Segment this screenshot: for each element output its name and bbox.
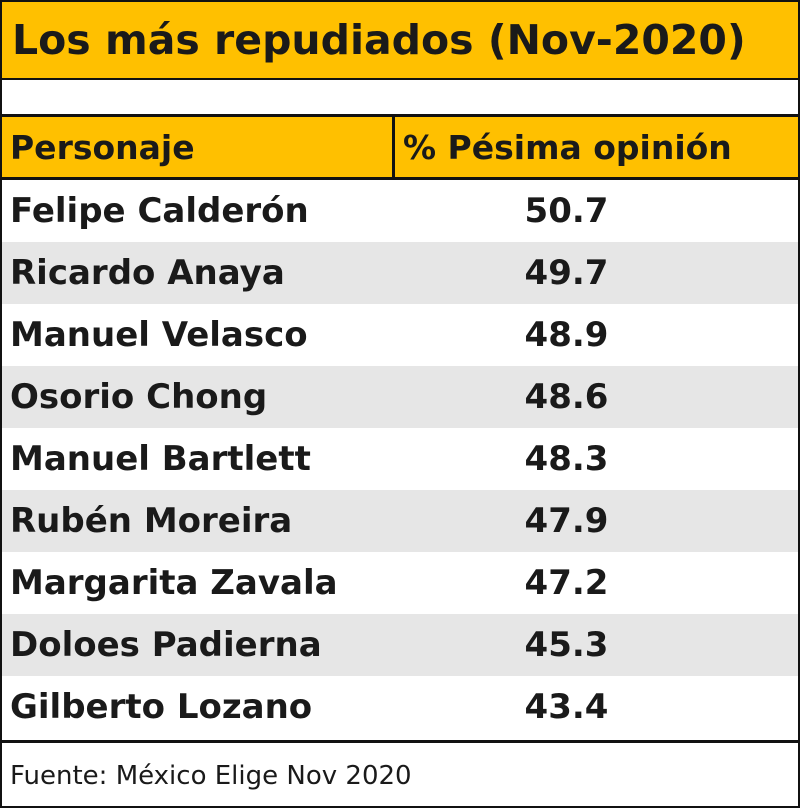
title-spacer xyxy=(2,80,798,117)
table-row: Manuel Bartlett 48.3 xyxy=(2,428,798,490)
row-name: Osorio Chong xyxy=(10,377,268,417)
row-name: Gilberto Lozano xyxy=(10,687,313,727)
row-value: 43.4 xyxy=(524,687,609,727)
row-value: 47.9 xyxy=(524,501,609,541)
table-row: Osorio Chong 48.6 xyxy=(2,366,798,428)
column-header-personaje: Personaje xyxy=(2,117,395,177)
table-row: Doloes Padierna 45.3 xyxy=(2,614,798,676)
row-value: 50.7 xyxy=(524,191,609,231)
row-name: Doloes Padierna xyxy=(10,625,322,665)
source-note: Fuente: México Elige Nov 2020 xyxy=(10,761,412,791)
table-row: Felipe Calderón 50.7 xyxy=(2,180,798,242)
row-name: Ricardo Anaya xyxy=(10,253,285,293)
row-name: Margarita Zavala xyxy=(10,563,338,603)
row-name: Rubén Moreira xyxy=(10,501,293,541)
table-row: Ricardo Anaya 49.7 xyxy=(2,242,798,304)
row-value: 49.7 xyxy=(524,253,609,293)
row-name: Manuel Bartlett xyxy=(10,439,311,479)
column-header-row: Personaje % Pésima opinión xyxy=(2,117,798,180)
row-value: 48.6 xyxy=(524,377,609,417)
row-value: 45.3 xyxy=(524,625,609,665)
table-row: Manuel Velasco 48.9 xyxy=(2,304,798,366)
title-bar: Los más repudiados (Nov-2020) xyxy=(2,2,798,80)
table-row: Gilberto Lozano 43.4 xyxy=(2,676,798,738)
table-title: Los más repudiados (Nov-2020) xyxy=(12,16,746,64)
row-name: Manuel Velasco xyxy=(10,315,308,355)
row-name: Felipe Calderón xyxy=(10,191,309,231)
column-header-opinion: % Pésima opinión xyxy=(403,127,732,167)
row-value: 48.3 xyxy=(524,439,609,479)
row-value: 47.2 xyxy=(524,563,609,603)
source-footer: Fuente: México Elige Nov 2020 xyxy=(2,740,798,809)
table-row: Rubén Moreira 47.9 xyxy=(2,490,798,552)
table-body: Felipe Calderón 50.7 Ricardo Anaya 49.7 Manu… xyxy=(2,180,798,738)
row-value: 48.9 xyxy=(524,315,609,355)
table-row: Margarita Zavala 47.2 xyxy=(2,552,798,614)
